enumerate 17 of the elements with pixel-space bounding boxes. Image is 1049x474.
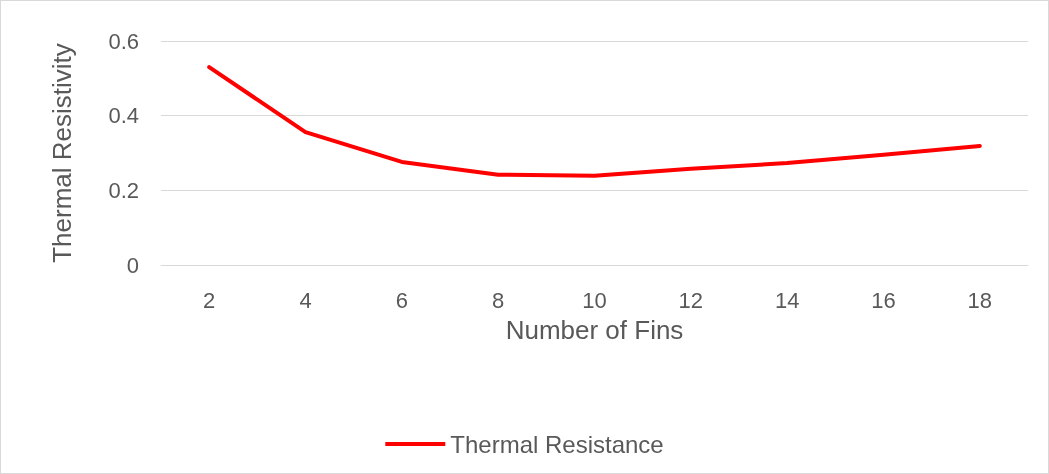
x-tick-label: 2 — [203, 287, 216, 313]
x-tick-label: 4 — [299, 287, 312, 313]
x-tick-label: 14 — [774, 287, 800, 313]
y-tick-label: 0 — [126, 252, 139, 278]
x-tick-label: 8 — [492, 287, 505, 313]
legend-label: Thermal Resistance — [450, 430, 664, 458]
x-tick-label: 12 — [678, 287, 704, 313]
x-tick-label: 18 — [967, 287, 993, 313]
y-tick-label: 0.4 — [108, 103, 139, 129]
y-tick-label: 0.6 — [108, 28, 139, 54]
y-tick-label: 0.2 — [108, 177, 139, 203]
line-series — [207, 65, 982, 178]
x-tick-label: 16 — [871, 287, 896, 313]
x-axis-title: Number of Fins — [505, 315, 684, 345]
x-tick-label: 6 — [395, 287, 408, 313]
y-axis-title: Thermal Resistivity — [47, 43, 77, 263]
x-tick-label: 10 — [582, 287, 607, 313]
